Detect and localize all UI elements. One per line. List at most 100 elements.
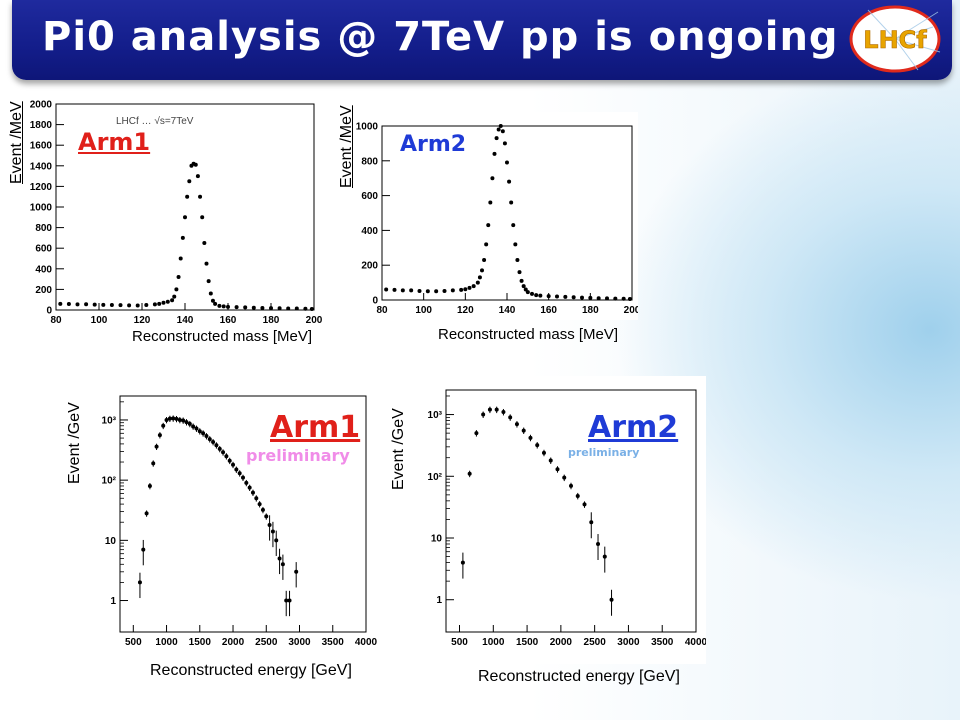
y-tick-label: 2000 — [30, 100, 53, 111]
y-tick-label: 10² — [428, 472, 443, 483]
y-tick-label: 1000 — [356, 122, 379, 133]
data-point — [137, 580, 142, 585]
x-tick-label: 4000 — [685, 637, 706, 648]
chart-arm2-mass: 80 100 120 140 160 180 200 0 200 400 600 800 1000 — [338, 112, 638, 320]
chart-arm1-energy-svg: 500 1000 1500 2000 2500 3000 3500 4000 1 10 10² 10³ — [102, 395, 378, 648]
data-point — [582, 502, 587, 507]
data-point — [234, 305, 239, 310]
data-point — [303, 306, 308, 311]
data-point — [208, 291, 213, 296]
x-tick-label: 100 — [415, 305, 432, 316]
data-point — [627, 296, 632, 301]
chart-arm1-mass-ylabel: Event /MeV — [8, 101, 25, 184]
data-point — [486, 223, 491, 228]
data-point — [480, 268, 484, 273]
x-tick-label: 1000 — [482, 637, 505, 648]
data-point — [580, 295, 584, 300]
x-tick-label: 120 — [134, 315, 151, 326]
svg-text:LHCf: LHCf — [863, 26, 927, 54]
data-point — [509, 200, 514, 205]
y-tick-label: 1 — [436, 595, 442, 606]
y-tick-label: 0 — [46, 306, 52, 317]
x-tick-label: 80 — [50, 315, 62, 326]
data-point — [621, 296, 626, 301]
data-point — [254, 496, 259, 501]
data-point — [294, 306, 299, 311]
data-point — [571, 295, 576, 300]
data-point — [187, 179, 192, 184]
data-point — [247, 485, 252, 490]
data-point — [187, 421, 192, 426]
x-tick-label: 180 — [263, 315, 280, 326]
chart-arm2-mass-label: Arm2 — [400, 132, 467, 157]
data-point — [519, 278, 524, 283]
data-point — [409, 288, 414, 293]
data-point — [546, 294, 551, 299]
data-point — [521, 428, 526, 433]
chart-arm2-energy-preliminary: preliminary — [568, 446, 640, 459]
x-tick-label: 3500 — [322, 637, 345, 648]
data-point — [92, 302, 97, 307]
data-point — [287, 598, 292, 603]
data-point — [154, 444, 159, 449]
data-point — [514, 422, 519, 427]
chart-arm1-mass-label: Arm1 — [78, 128, 151, 156]
data-point — [195, 174, 200, 179]
data-point — [204, 261, 209, 266]
data-point — [501, 410, 506, 415]
data-point — [257, 502, 262, 507]
title-banner: Pi0 analysis @ 7TeV pp is ongoing LHCf — [12, 0, 952, 80]
data-point — [602, 554, 607, 559]
data-point — [157, 301, 162, 306]
data-point — [548, 458, 553, 463]
data-point — [141, 547, 146, 552]
data-point — [384, 287, 389, 292]
data-point — [217, 446, 222, 451]
y-tick-label: 400 — [35, 264, 52, 275]
lhcf-logo: LHCf — [849, 5, 941, 73]
data-point — [450, 288, 455, 293]
data-point — [482, 257, 487, 262]
data-point — [144, 511, 149, 516]
data-point — [243, 305, 248, 310]
data-point — [177, 417, 182, 422]
data-point — [250, 490, 255, 495]
data-point — [496, 127, 501, 132]
y-tick-label: 0 — [372, 296, 378, 307]
data-point — [535, 443, 540, 448]
data-point — [487, 407, 492, 412]
data-point — [477, 275, 482, 280]
y-tick-label: 1800 — [30, 120, 53, 131]
data-point — [505, 160, 509, 165]
data-point — [244, 480, 249, 485]
y-tick-label: 10³ — [102, 415, 117, 426]
data-point — [170, 298, 175, 303]
data-point — [201, 431, 206, 436]
data-point — [210, 298, 215, 303]
data-point — [481, 412, 486, 417]
data-point — [241, 475, 245, 480]
x-tick-label: 500 — [125, 637, 142, 648]
data-point — [251, 305, 256, 310]
x-tick-label: 160 — [540, 305, 557, 316]
x-tick-label: 3000 — [617, 637, 640, 648]
y-tick-label: 10³ — [428, 410, 443, 421]
data-point — [118, 303, 123, 308]
data-point — [475, 280, 480, 285]
y-tick-label: 200 — [35, 285, 52, 296]
chart-arm1-energy-label: Arm1 — [270, 410, 361, 445]
x-tick-label: 200 — [306, 315, 323, 326]
data-point — [492, 151, 497, 156]
data-point — [231, 462, 236, 467]
data-point — [555, 294, 559, 299]
data-point — [172, 294, 177, 299]
x-tick-label: 2500 — [255, 637, 278, 648]
data-point — [488, 200, 493, 205]
y-tick-label: 1000 — [30, 203, 53, 214]
data-point — [127, 303, 132, 308]
x-tick-label: 4000 — [355, 637, 378, 648]
data-point — [517, 270, 522, 275]
data-point — [459, 287, 464, 292]
x-tick-label: 1000 — [155, 637, 178, 648]
y-tick-label: 1400 — [30, 161, 53, 172]
